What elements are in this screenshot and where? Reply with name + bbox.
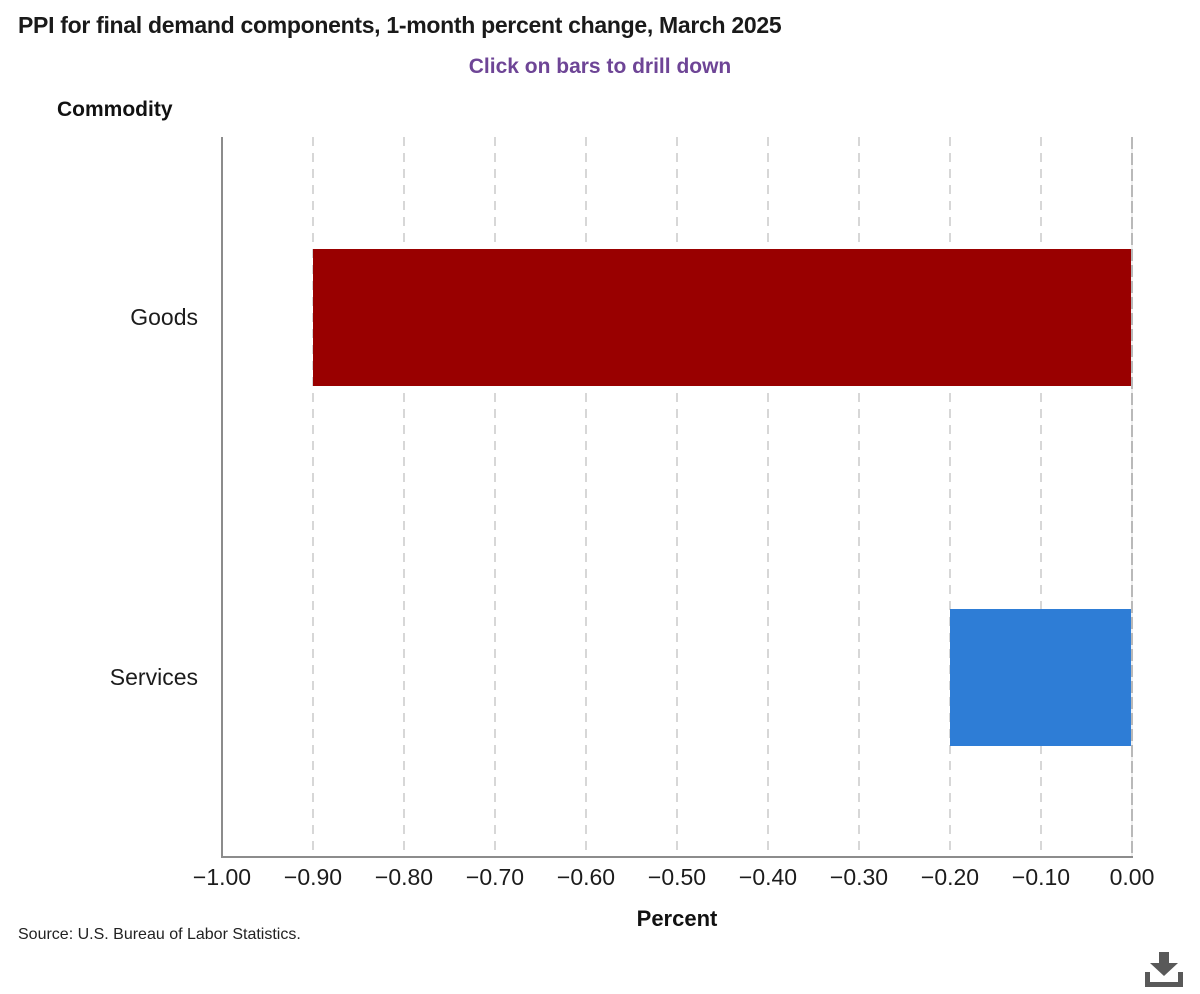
x-tick-label: −0.50 <box>647 864 707 890</box>
chart-subtitle: Click on bars to drill down <box>468 55 732 78</box>
x-tick-label: −1.00 <box>192 864 252 890</box>
x-tick-label: −0.20 <box>920 864 980 890</box>
gridline <box>1040 137 1042 857</box>
x-tick-label: −0.80 <box>374 864 434 890</box>
y-axis-title: Commodity <box>57 98 173 121</box>
bar-goods[interactable] <box>313 248 1132 386</box>
gridline <box>767 137 769 857</box>
x-axis-title: Percent <box>636 906 718 931</box>
x-tick-label: −0.70 <box>465 864 525 890</box>
x-axis-line <box>221 856 1133 858</box>
bar-services[interactable] <box>950 608 1132 746</box>
x-tick-label: −0.10 <box>1011 864 1071 890</box>
download-button[interactable] <box>1141 948 1187 990</box>
gridline <box>403 137 405 857</box>
source-note: Source: U.S. Bureau of Labor Statistics. <box>18 926 301 943</box>
category-label-services: Services <box>109 664 198 690</box>
x-tick-label: −0.30 <box>829 864 889 890</box>
plot-area <box>221 137 1133 858</box>
chart-title: PPI for final demand components, 1-month… <box>18 12 782 38</box>
gridline <box>949 137 951 857</box>
gridline <box>494 137 496 857</box>
x-tick-label: −0.90 <box>283 864 343 890</box>
gridline <box>312 137 314 857</box>
x-tick-label: −0.40 <box>738 864 798 890</box>
x-tick-label: 0.00 <box>1109 864 1155 890</box>
download-icon <box>1145 952 1183 987</box>
category-label-goods: Goods <box>130 304 198 330</box>
gridline <box>858 137 860 857</box>
zero-gridline <box>1131 137 1133 857</box>
x-tick-label: −0.60 <box>556 864 616 890</box>
gridline <box>585 137 587 857</box>
y-axis-line <box>221 137 223 858</box>
gridline <box>676 137 678 857</box>
